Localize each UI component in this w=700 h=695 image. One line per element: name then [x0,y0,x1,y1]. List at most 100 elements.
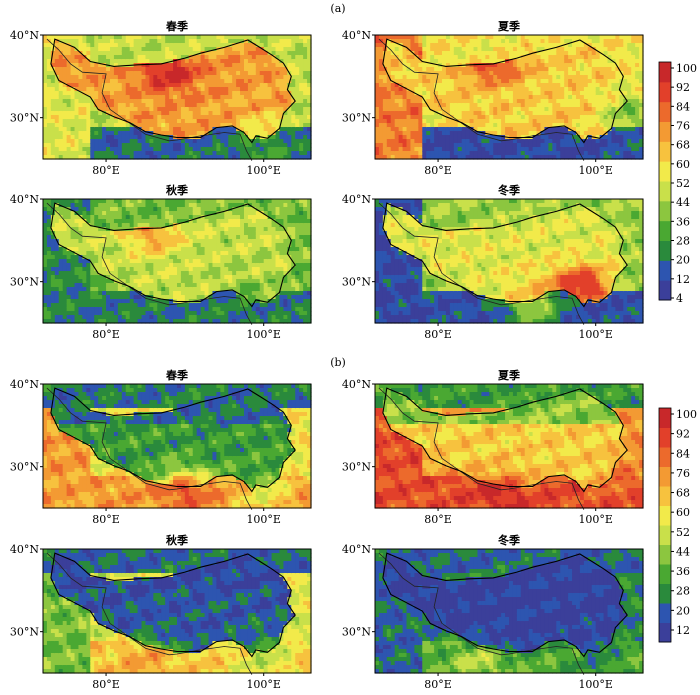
heatmap-cell [59,235,64,240]
heatmap-cell [627,59,632,64]
heatmap-cell [375,119,380,124]
heatmap-cell [418,139,423,144]
heatmap-cell [541,147,546,152]
heatmap-cell [209,43,214,48]
heatmap-cell [272,135,277,140]
heatmap-cell [153,75,158,80]
heatmap-cell [497,107,502,112]
heatmap-cell [291,51,296,56]
heatmap-cell [59,255,64,260]
heatmap-cell [55,287,60,292]
heatmap-cell [635,127,640,132]
heatmap-cell [138,103,143,108]
heatmap-cell [82,303,87,308]
heatmap-cell [623,51,628,56]
heatmap-cell [584,119,589,124]
heatmap-cell [299,107,304,112]
heatmap-cell [82,239,87,244]
heatmap-cell [287,127,292,132]
heatmap-cell [438,59,443,64]
heatmap-cell [477,99,482,104]
heatmap-cell [134,207,139,212]
heatmap-cell [580,63,585,68]
heatmap-cell [556,107,561,112]
heatmap-cell [493,123,498,128]
heatmap-cell [118,263,123,268]
heatmap-cell [560,111,565,116]
heatmap-cell [130,71,135,76]
heatmap-cell [122,263,127,268]
heatmap-cell [458,127,463,132]
heatmap-cell [232,119,237,124]
heatmap-cell [256,123,261,128]
heatmap-cell [47,115,52,120]
heatmap-cell [110,231,115,236]
heatmap-cell [592,147,597,152]
heatmap-cell [399,71,404,76]
heatmap-cell [75,143,80,148]
heatmap-cell [442,91,447,96]
heatmap-cell [75,203,80,208]
heatmap-cell [94,131,99,136]
heatmap-cell [260,127,265,132]
heatmap-cell [55,247,60,252]
heatmap-cell [604,119,609,124]
heatmap-cell [584,83,589,88]
heatmap-cell [552,75,557,80]
heatmap-cell [173,123,178,128]
heatmap-cell [63,75,68,80]
heatmap-cell [86,63,91,68]
heatmap-cell [489,99,494,104]
heatmap-cell [256,151,261,156]
heatmap-cell [291,63,296,68]
heatmap-cell [157,39,162,44]
heatmap-cell [220,71,225,76]
heatmap-cell [517,71,522,76]
heatmap-cell [635,111,640,116]
heatmap-cell [130,215,135,220]
heatmap-cell [430,123,435,128]
heatmap-cell [588,35,593,40]
heatmap-cell [118,59,123,64]
heatmap-cell [122,107,127,112]
heatmap-cell [71,311,76,316]
heatmap-cell [533,107,538,112]
heatmap-cell [509,123,514,128]
heatmap-cell [537,79,542,84]
heatmap-cell [303,127,308,132]
heatmap-cell [283,91,288,96]
heatmap-cell [122,315,127,320]
heatmap-cell [59,75,64,80]
heatmap-cell [442,147,447,152]
heatmap-cell [446,47,451,52]
heatmap-cell [615,115,620,120]
heatmap-cell [75,131,80,136]
heatmap-cell [165,47,170,52]
heatmap-cell [299,39,304,44]
heatmap-cell [410,83,415,88]
heatmap-cell [177,35,182,40]
heatmap-cell [489,127,494,132]
heatmap-cell [438,51,443,56]
heatmap-cell [106,251,111,256]
heatmap-cell [118,295,123,300]
heatmap-cell [572,115,577,120]
heatmap-cell [67,35,72,40]
heatmap-cell [169,127,174,132]
y-tick-label: 30°N [342,112,371,125]
heatmap-cell [161,95,166,100]
heatmap-cell [287,39,292,44]
heatmap-cell [279,95,284,100]
heatmap-cell [82,35,87,40]
heatmap-cell [181,103,186,108]
heatmap-cell [279,83,284,88]
heatmap-cell [521,87,526,92]
heatmap-cell [67,119,72,124]
heatmap-cell [272,95,277,100]
heatmap-cell [552,39,557,44]
heatmap-cell [110,119,115,124]
heatmap-cell [173,79,178,84]
heatmap-cell [228,39,233,44]
heatmap-cell [122,95,127,100]
heatmap-cell [224,143,229,148]
